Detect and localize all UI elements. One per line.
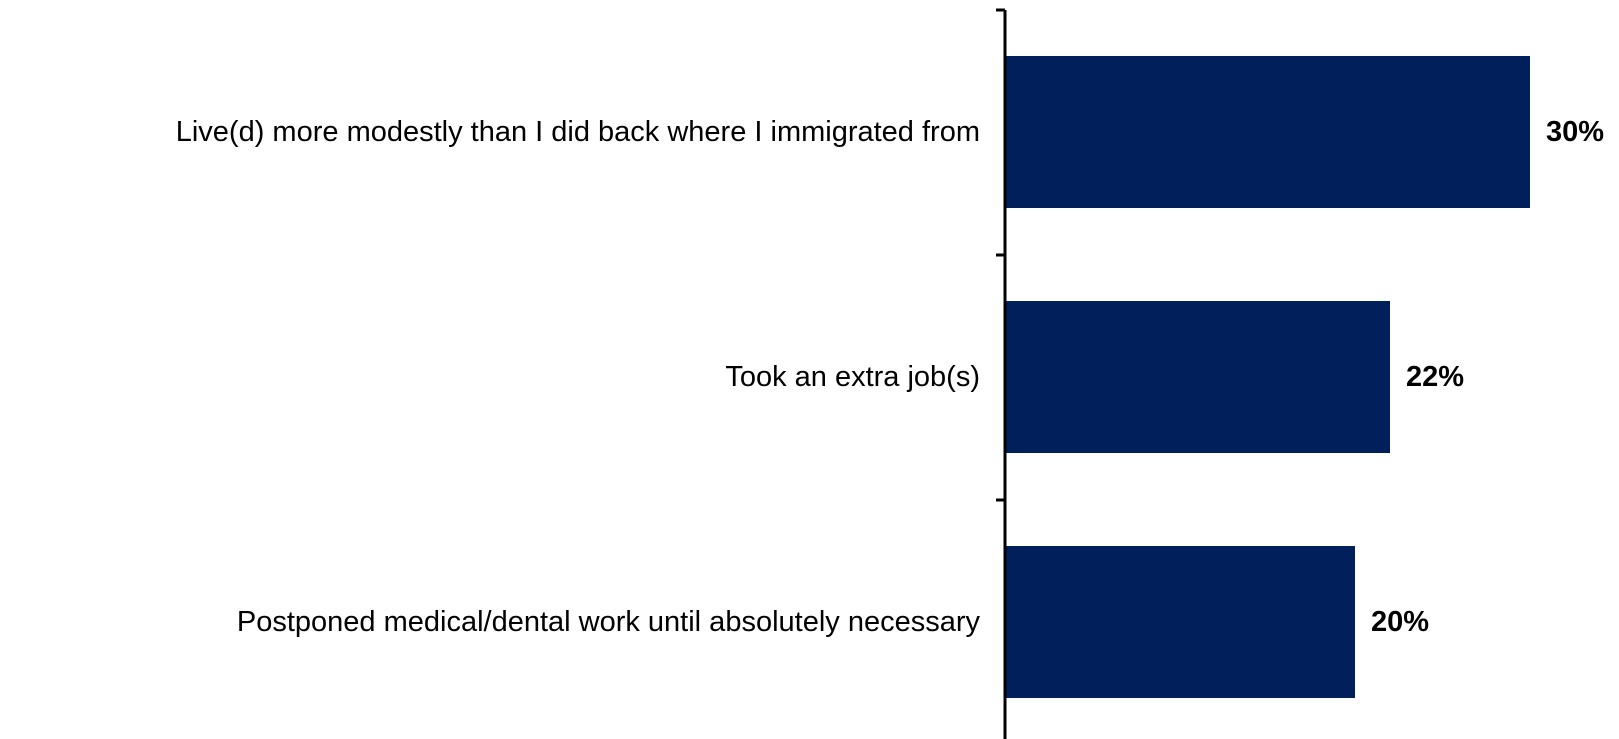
bar-live-d-more-modestly-than-i-did-back-whe <box>1005 56 1530 208</box>
category-label: Took an extra job(s) <box>725 361 980 393</box>
category-label: Live(d) more modestly than I did back wh… <box>176 116 980 148</box>
category-label: Postponed medical/dental work until abso… <box>237 606 981 638</box>
value-label: 30% <box>1546 116 1604 148</box>
bar-took-an-extra-job-s <box>1005 301 1390 453</box>
category-labels-group: Live(d) more modestly than I did back wh… <box>176 116 981 638</box>
bars-group <box>1005 56 1530 698</box>
bar-postponed-medical-dental-work-until-abso <box>1005 546 1355 698</box>
value-labels-group: 30% 22% 20% <box>1371 116 1604 638</box>
value-label: 20% <box>1371 606 1429 638</box>
value-label: 22% <box>1406 361 1464 393</box>
y-axis-group <box>996 8 1007 739</box>
